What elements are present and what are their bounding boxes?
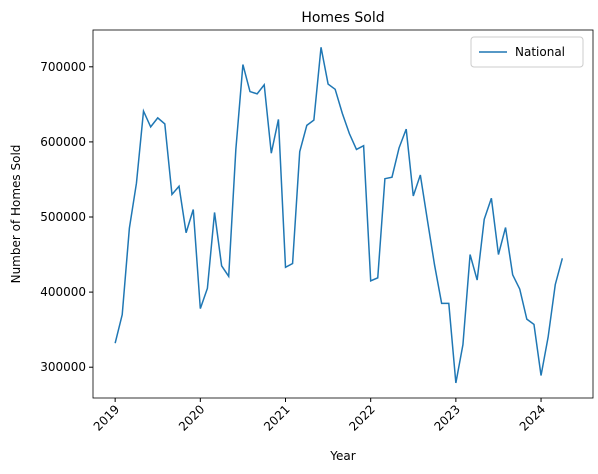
legend-box [470,36,584,68]
x-tick-label: 2019 [91,402,122,433]
x-axis-label: Year [329,449,355,463]
x-tick-label: 2020 [176,402,207,433]
chart-title: Homes Sold [301,10,384,26]
y-axis-label: Number of Homes Sold [9,145,23,284]
x-tick-label: 2023 [431,402,462,433]
x-tick-label: 2024 [517,402,548,433]
y-tick-label: 600000 [40,135,86,149]
y-tick-label: 300000 [40,360,86,374]
x-tick-label: 2022 [346,402,377,433]
legend-label: National [515,45,565,59]
y-tick-label: 500000 [40,210,86,224]
plot-frame [92,29,594,399]
x-tick-label: 2021 [261,402,292,433]
y-tick-label: 700000 [40,60,86,74]
series-line [114,47,564,384]
y-tick-label: 400000 [40,285,86,299]
